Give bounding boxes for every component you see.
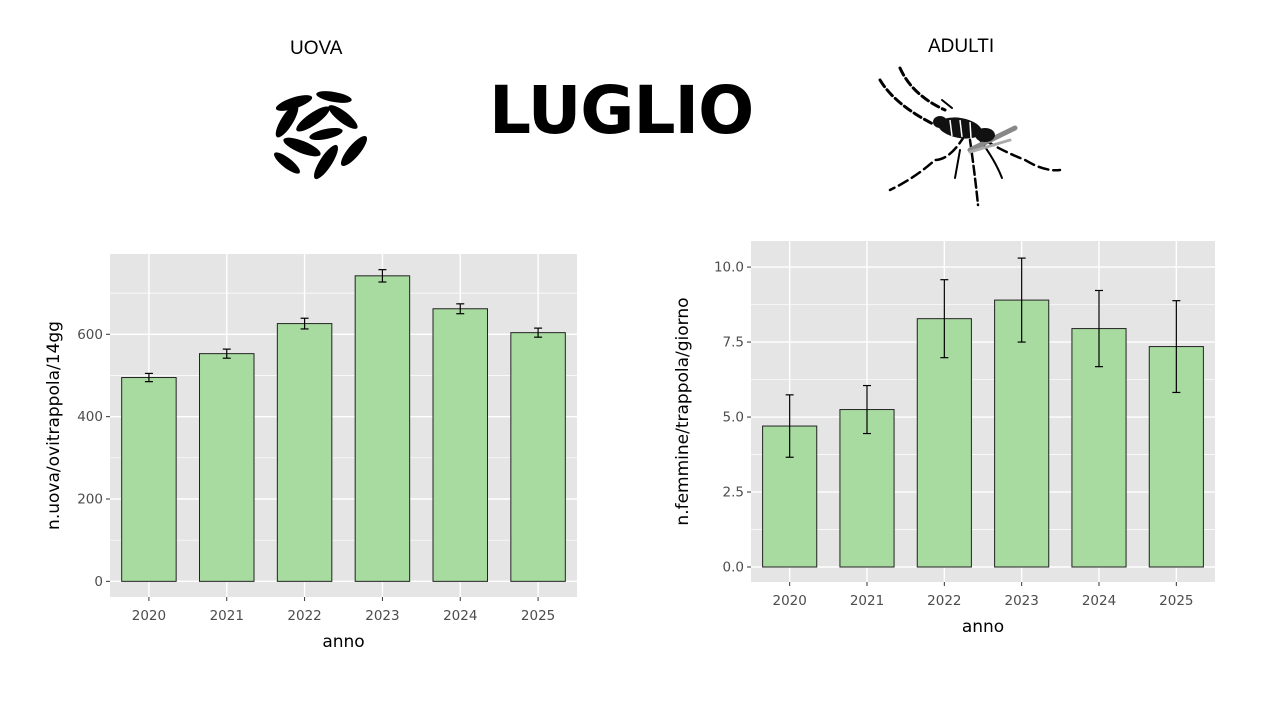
error-bar-2025 [1172,300,1181,394]
error-bar-2023 [378,269,387,283]
y-axis-title: n.femmine/trappola/giorno [673,297,693,525]
bar-2024 [1071,328,1127,568]
bar-2024 [432,308,488,582]
eggs-header: UOVA [290,38,343,59]
x-tick-label: 2022 [287,608,321,624]
error-bar-2024 [1095,289,1103,368]
error-bar-2022 [300,317,309,330]
x-tick-label: 2025 [1159,593,1193,609]
bar-2020 [121,377,177,582]
x-tick-label: 2020 [132,608,166,624]
x-tick-label: 2021 [210,608,244,624]
error-bar-2021 [222,348,231,359]
y-tick-label: 0.0 [723,560,744,576]
x-axis-title: anno [962,617,1004,637]
y-tick-label: 400 [77,409,103,425]
x-axis-title: anno [322,632,364,652]
y-tick-label: 0 [94,574,103,590]
x-tick-label: 2023 [1004,593,1038,609]
x-tick-label: 2025 [521,608,555,624]
x-tick-label: 2023 [365,608,399,624]
x-tick-label: 2024 [1082,593,1116,609]
error-bar-2025 [534,327,543,338]
y-axis-title: n.uova/ovitrappola/14gg [44,321,64,530]
bar-2023 [354,275,411,582]
error-bar-2021 [863,384,871,435]
x-tick-label: 2020 [772,593,806,609]
y-tick-label: 200 [77,492,103,508]
x-tick-label: 2024 [443,608,477,624]
error-bar-2023 [1017,257,1026,343]
bar-2022 [916,318,972,568]
error-bar-2020 [785,394,794,458]
error-bar-2022 [940,279,949,359]
x-tick-label: 2021 [850,593,884,609]
bar-2022 [276,323,333,582]
x-tick-label: 2022 [927,593,961,609]
error-bar-2024 [456,303,465,315]
bar-2023 [994,299,1050,568]
adults-header: ADULTI [928,36,995,57]
bar-2021 [839,409,895,568]
y-tick-label: 7.5 [723,335,744,351]
plot-panel [751,241,1215,582]
slide-title: LUGLIO [489,72,754,149]
error-bar-2020 [144,372,153,383]
y-tick-label: 600 [77,327,103,343]
y-tick-label: 10.0 [714,260,744,276]
bar-2021 [199,353,255,582]
bar-2025 [510,332,566,582]
y-tick-label: 5.0 [723,410,744,426]
y-tick-label: 2.5 [723,485,744,501]
